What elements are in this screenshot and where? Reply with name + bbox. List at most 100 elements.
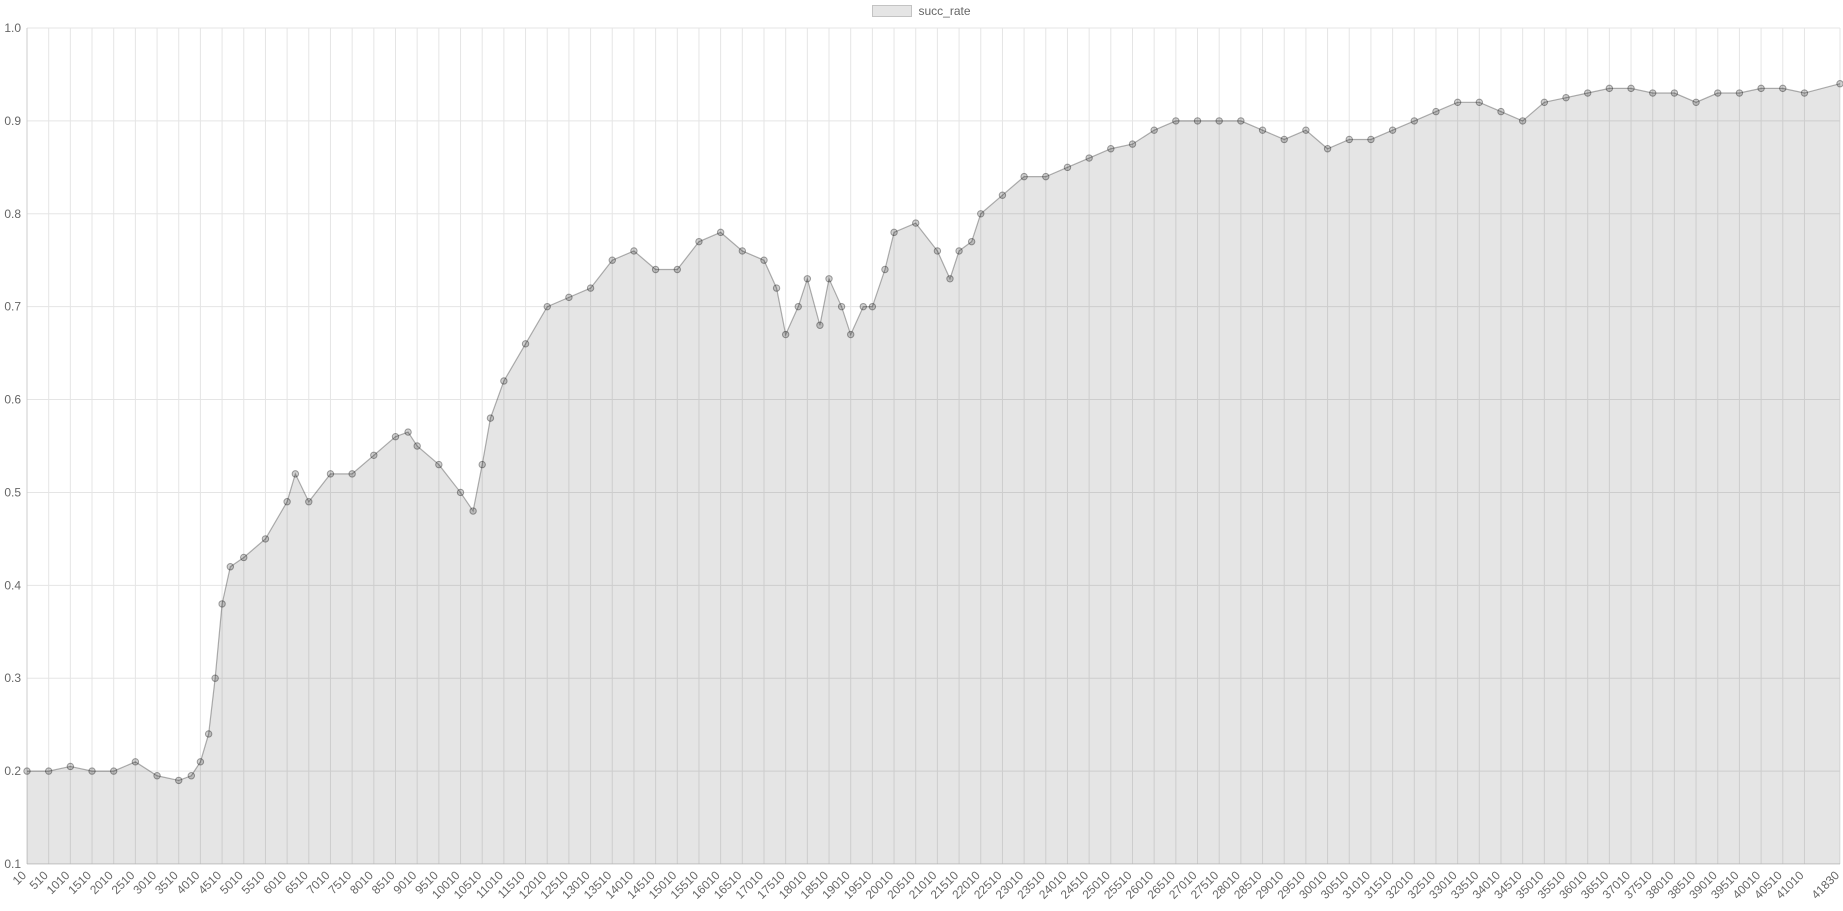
data-point[interactable]	[456, 488, 465, 497]
data-point[interactable]	[608, 256, 616, 264]
data-point[interactable]	[240, 553, 248, 562]
data-point[interactable]	[967, 237, 976, 246]
data-point[interactable]	[226, 563, 235, 571]
data-point[interactable]	[88, 767, 96, 775]
data-point[interactable]	[1085, 154, 1093, 162]
data-point[interactable]	[391, 433, 400, 441]
data-point[interactable]	[1453, 98, 1462, 107]
data-point[interactable]	[175, 776, 183, 785]
data-point[interactable]	[187, 772, 196, 780]
data-point[interactable]	[1302, 126, 1310, 134]
data-point[interactable]	[837, 302, 846, 311]
data-point[interactable]	[1323, 145, 1332, 153]
data-point[interactable]	[933, 247, 942, 255]
data-point[interactable]	[326, 470, 335, 478]
data-point[interactable]	[1562, 93, 1570, 102]
data-point[interactable]	[825, 275, 833, 283]
data-point[interactable]	[912, 219, 920, 227]
data-point[interactable]	[1800, 89, 1809, 97]
data-point[interactable]	[196, 758, 205, 766]
data-point[interactable]	[565, 293, 573, 302]
data-point[interactable]	[404, 428, 412, 436]
data-point[interactable]	[1150, 126, 1158, 134]
data-point[interactable]	[1497, 107, 1505, 116]
data-point[interactable]	[803, 275, 812, 283]
data-point[interactable]	[478, 460, 486, 469]
data-point[interactable]	[1475, 98, 1484, 107]
data-point[interactable]	[847, 330, 855, 339]
data-point[interactable]	[1215, 117, 1223, 125]
data-point[interactable]	[1735, 89, 1744, 97]
data-point[interactable]	[1258, 126, 1267, 134]
data-point[interactable]	[630, 247, 638, 255]
data-point[interactable]	[1345, 135, 1353, 144]
data-point[interactable]	[1172, 117, 1180, 125]
data-point[interactable]	[486, 414, 495, 422]
data-point[interactable]	[370, 451, 378, 459]
data-point[interactable]	[1670, 89, 1679, 97]
data-point[interactable]	[44, 767, 53, 775]
data-point[interactable]	[651, 265, 660, 274]
data-point[interactable]	[469, 507, 477, 515]
data-point[interactable]	[1649, 89, 1657, 97]
data-point[interactable]	[1714, 89, 1722, 97]
data-point[interactable]	[500, 377, 508, 385]
data-point[interactable]	[881, 265, 889, 274]
data-point[interactable]	[1836, 80, 1843, 88]
data-point[interactable]	[1540, 98, 1549, 107]
data-point[interactable]	[413, 442, 421, 450]
data-point[interactable]	[204, 730, 213, 738]
data-point[interactable]	[955, 247, 963, 255]
data-point[interactable]	[977, 210, 985, 218]
data-point[interactable]	[543, 302, 551, 311]
data-point[interactable]	[1779, 84, 1787, 93]
data-point[interactable]	[305, 498, 313, 506]
data-point[interactable]	[998, 191, 1007, 199]
data-point[interactable]	[1280, 135, 1288, 144]
data-point[interactable]	[1128, 140, 1137, 148]
data-point[interactable]	[291, 470, 300, 478]
data-point[interactable]	[859, 302, 867, 311]
data-point[interactable]	[1692, 98, 1700, 107]
data-point[interactable]	[211, 674, 219, 682]
data-point[interactable]	[1605, 84, 1614, 93]
data-point[interactable]	[1627, 84, 1635, 93]
data-point[interactable]	[772, 284, 781, 292]
data-point[interactable]	[218, 600, 226, 608]
legend[interactable]: succ_rate	[0, 4, 1843, 18]
data-point[interactable]	[1042, 172, 1050, 181]
data-point[interactable]	[781, 330, 790, 339]
data-point[interactable]	[586, 284, 595, 292]
data-point[interactable]	[1757, 84, 1765, 93]
data-point[interactable]	[110, 767, 118, 775]
data-point[interactable]	[1367, 135, 1375, 144]
data-point[interactable]	[1193, 117, 1202, 125]
data-point[interactable]	[1410, 117, 1418, 125]
data-point[interactable]	[673, 265, 681, 274]
data-point[interactable]	[890, 228, 898, 237]
data-point[interactable]	[435, 460, 443, 469]
data-point[interactable]	[66, 762, 75, 771]
data-point[interactable]	[868, 302, 877, 311]
data-point[interactable]	[794, 302, 802, 311]
data-point[interactable]	[261, 535, 270, 543]
data-point[interactable]	[695, 237, 703, 246]
data-point[interactable]	[1518, 117, 1527, 125]
data-point[interactable]	[816, 321, 824, 329]
data-point[interactable]	[1583, 89, 1592, 97]
data-point[interactable]	[760, 256, 768, 264]
data-point[interactable]	[716, 228, 725, 237]
data-point[interactable]	[1237, 117, 1245, 125]
data-point[interactable]	[1432, 107, 1440, 116]
data-point[interactable]	[283, 498, 291, 506]
data-point[interactable]	[1020, 172, 1028, 181]
data-point[interactable]	[1107, 145, 1115, 153]
data-point[interactable]	[946, 275, 954, 283]
data-point[interactable]	[521, 340, 530, 348]
data-point[interactable]	[23, 767, 31, 775]
data-point[interactable]	[1388, 126, 1397, 134]
data-point[interactable]	[153, 772, 161, 780]
data-point[interactable]	[131, 758, 140, 766]
data-point[interactable]	[348, 470, 356, 478]
data-point[interactable]	[1063, 163, 1072, 172]
